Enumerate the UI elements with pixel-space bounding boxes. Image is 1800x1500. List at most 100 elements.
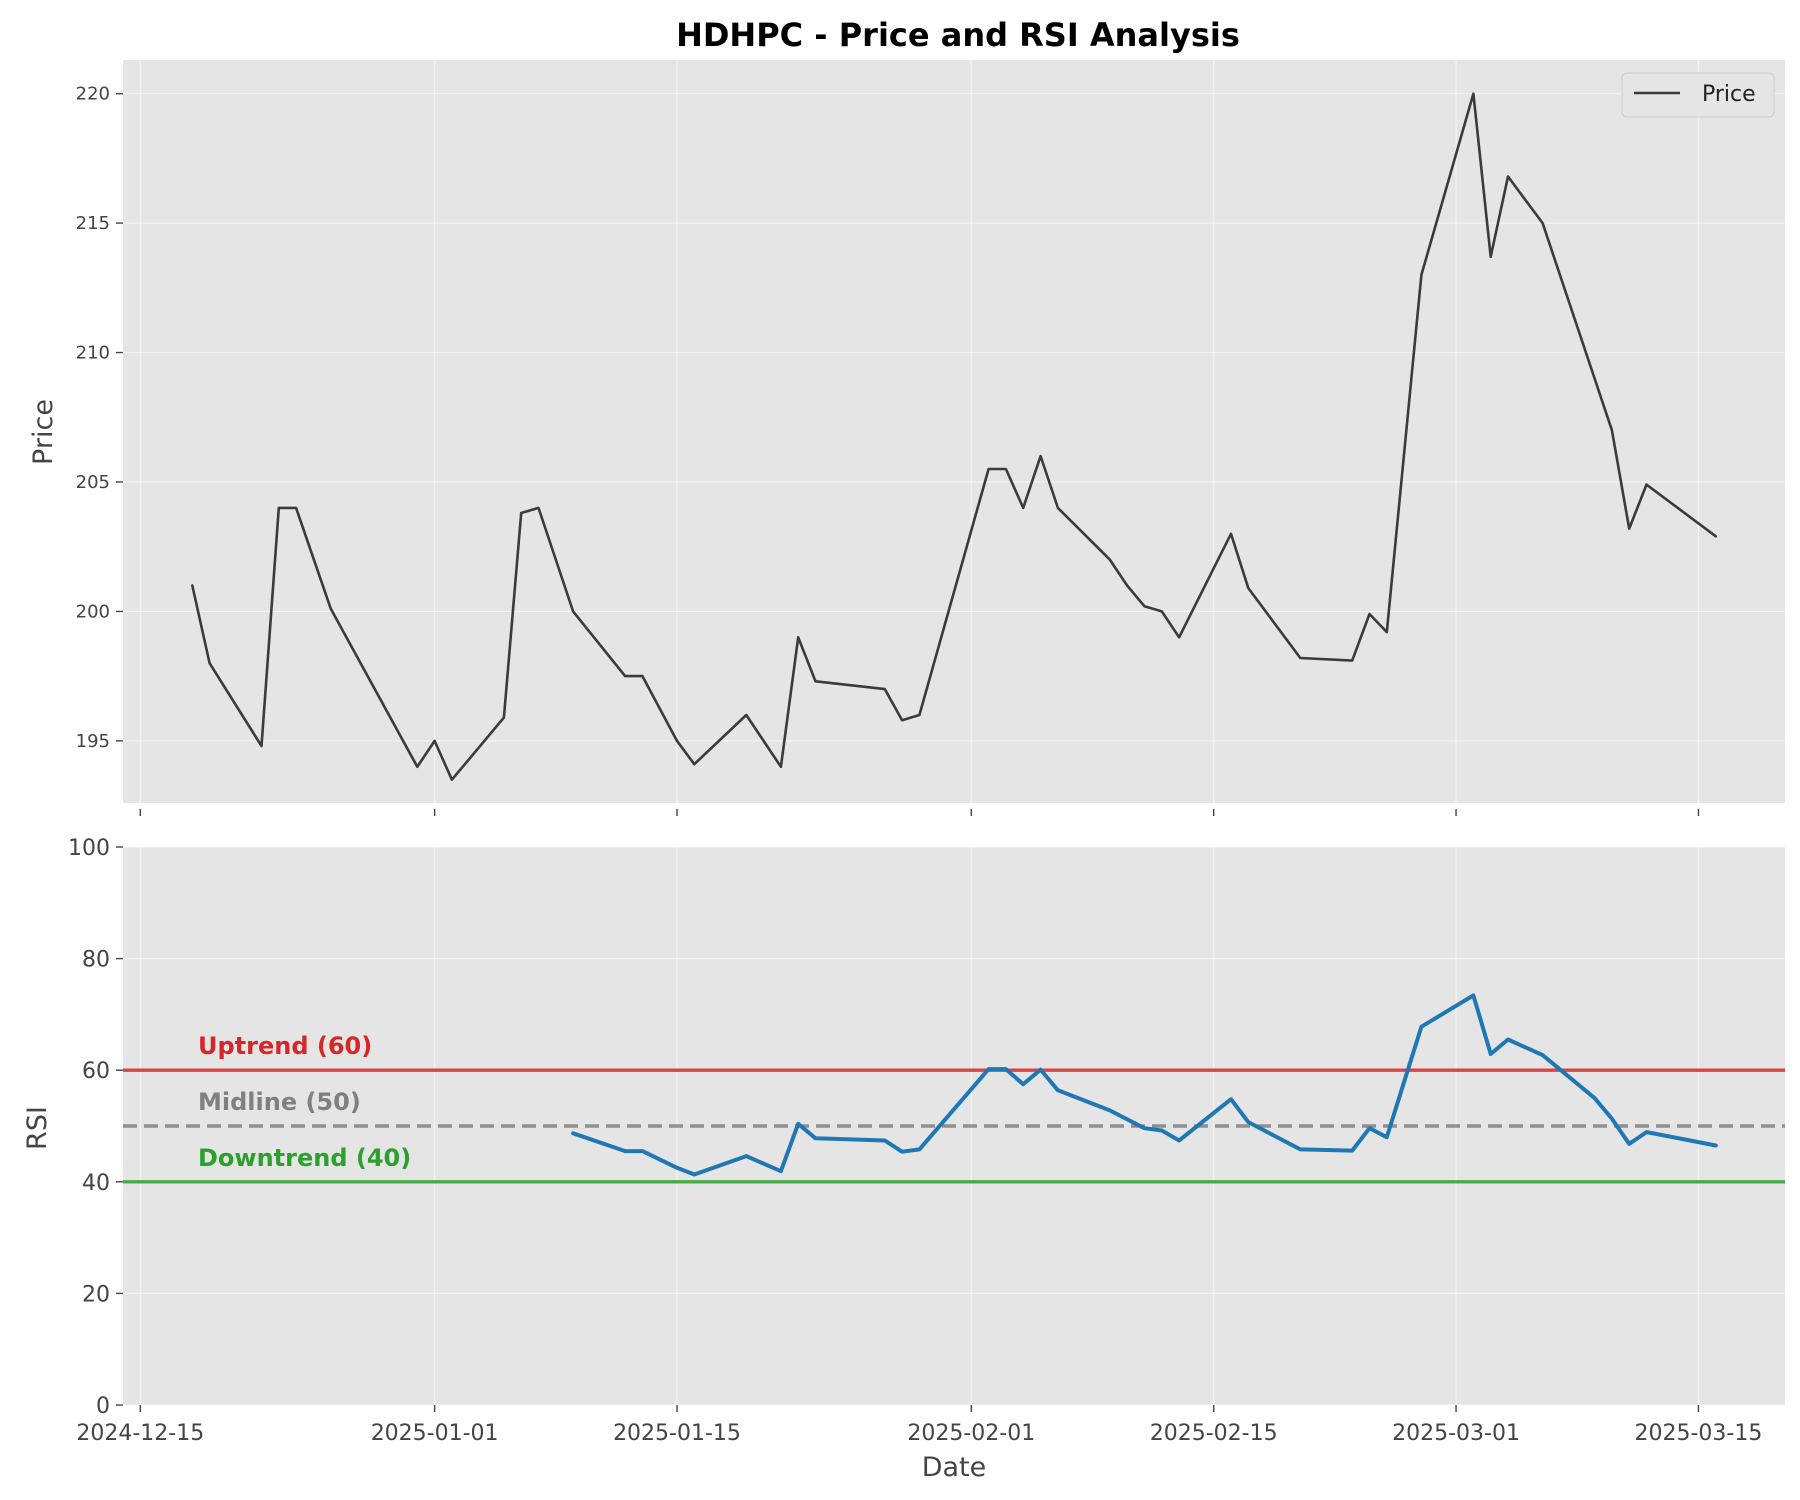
x-tick-label: 2025-03-01 [1392,1421,1520,1446]
rsi-data-point [623,1149,627,1153]
rsi-data-point [1506,1038,1510,1042]
price-data-point [883,687,887,691]
reference-label-50: Midline (50) [198,1088,361,1116]
price-data-point [1350,659,1354,663]
price-data-point [415,765,419,769]
rsi-data-point [1108,1108,1112,1112]
price-data-point [1229,532,1233,536]
price-data-point [1039,454,1043,458]
rsi-data-point [900,1150,904,1154]
rsi-data-point [1004,1067,1008,1071]
price-data-point [640,674,644,678]
price-data-point [1506,174,1510,178]
price-y-ticks: 195 200 205 210 215 220 [76,84,123,752]
rsi-data-point [779,1169,783,1173]
price-data-point [260,744,264,748]
price-data-point [814,679,818,683]
price-data-point [1142,604,1146,608]
price-data-point [1645,483,1649,487]
price-data-point [692,762,696,766]
price-data-point [433,739,437,743]
price-data-point [502,716,506,720]
rsi-data-point [1368,1126,1372,1130]
rsi-data-point [1610,1117,1614,1121]
rsi-data-point [692,1173,696,1177]
rsi-data-point [1229,1097,1233,1101]
x-tick-label: 2025-01-01 [371,1421,499,1446]
price-data-point [1004,467,1008,471]
price-data-point [1541,221,1545,225]
rsi-y-axis-label: RSI [22,1106,53,1150]
rsi-data-point [1419,1025,1423,1029]
rsi-data-point [917,1147,921,1151]
price-data-point [1368,612,1372,616]
legend-box [1621,72,1775,118]
price-data-point [744,713,748,717]
rsi-data-point [1160,1128,1164,1132]
price-data-point [900,718,904,722]
rsi-data-point [640,1149,644,1153]
rsi-data-point [1246,1120,1250,1124]
price-y-axis-label: Price [28,399,59,465]
price-data-point [1246,586,1250,590]
x-tick-label: 2025-02-15 [1150,1421,1278,1446]
y-tick-label: 20 [82,1282,110,1307]
price-data-point [329,607,333,611]
legend-price-label: Price [1702,82,1756,107]
price-data-point [1108,558,1112,562]
y-tick-label: 215 [76,213,110,234]
price-data-point [1177,635,1181,639]
price-x-tick-marks [139,809,1700,816]
reference-label-40: Downtrend (40) [198,1144,411,1172]
y-tick-label: 100 [68,836,110,861]
x-axis-label: Date [922,1452,987,1483]
price-data-point [917,713,921,717]
price-data-point [1125,584,1129,588]
y-tick-label: 195 [76,731,110,752]
y-tick-label: 40 [82,1171,110,1196]
rsi-series-line [571,993,1718,1177]
y-tick-label: 0 [96,1394,110,1419]
rsi-data-point [1541,1053,1545,1057]
price-data-point [1298,656,1302,660]
rsi-data-point [1298,1147,1302,1151]
rsi-data-point [1593,1096,1597,1100]
y-tick-label: 60 [82,1059,110,1084]
rsi-data-point [1627,1142,1631,1146]
price-data-point [208,661,212,665]
price-legend: Price [1621,72,1775,118]
price-data-point [1056,506,1060,510]
price-data-point [1714,534,1718,538]
price-data-point [519,511,523,515]
price-series-line [191,92,1718,782]
price-data-point [1610,428,1614,432]
price-gridlines [123,60,1785,803]
rsi-data-point [1142,1126,1146,1130]
x-tick-label: 2024-12-15 [76,1421,204,1446]
rsi-data-point [1056,1088,1060,1092]
price-data-point [1385,630,1389,634]
price-data-point [1627,527,1631,531]
y-tick-label: 80 [82,948,110,973]
rsi-data-point [1177,1139,1181,1143]
rsi-data-point [1489,1052,1493,1056]
rsi-y-ticks: 0 20 40 60 80 100 [68,836,123,1419]
rsi-data-point [987,1067,991,1071]
rsi-data-point [1714,1144,1718,1148]
x-tick-label: 2025-03-15 [1635,1421,1763,1446]
price-data-point [190,584,194,588]
price-data-point [987,467,991,471]
y-tick-label: 205 [76,472,110,493]
rsi-data-point [883,1139,887,1143]
rsi-data-point [1385,1135,1389,1139]
rsi-data-point [675,1166,679,1170]
price-data-point [796,635,800,639]
price-panel-background [123,60,1785,803]
rsi-data-point [796,1122,800,1126]
y-tick-label: 210 [76,343,110,364]
rsi-data-point [814,1136,818,1140]
price-data-point [537,506,541,510]
y-tick-label: 200 [76,601,110,622]
price-data-point [1471,92,1475,96]
price-data-point [571,609,575,613]
